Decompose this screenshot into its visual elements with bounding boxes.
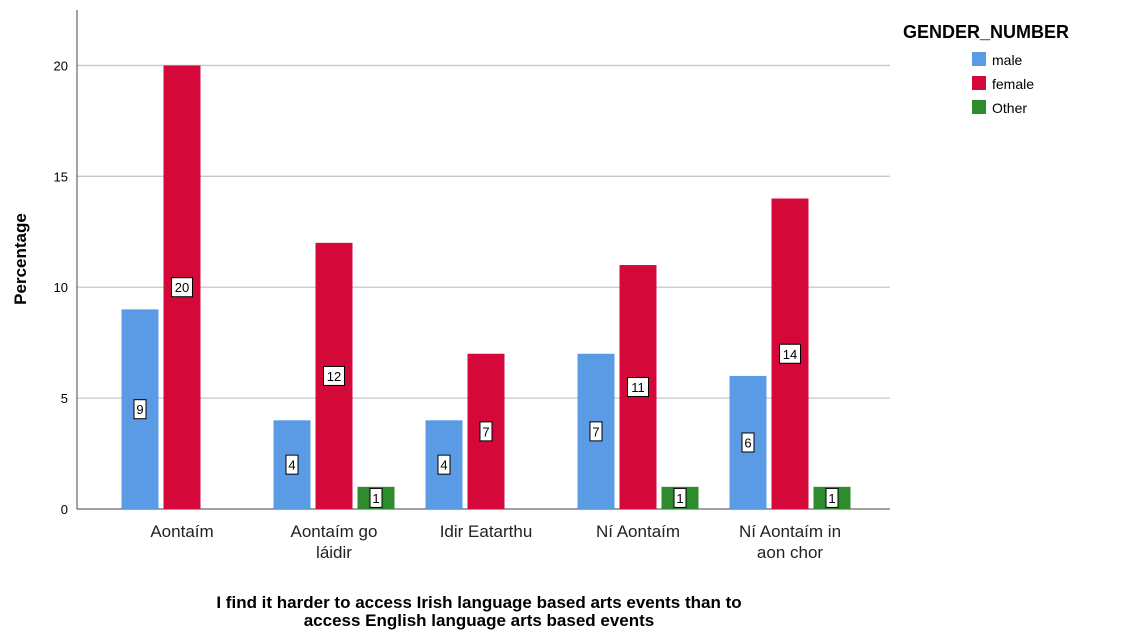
data-label-text: 6	[744, 435, 751, 450]
data-label-box	[285, 454, 299, 475]
legend: GENDER_NUMBER male female Other	[903, 22, 1069, 116]
data-label: 14	[779, 343, 801, 364]
data-label: 12	[323, 365, 345, 386]
legend-label-other: Other	[992, 100, 1027, 116]
data-label: 11	[627, 377, 649, 398]
data-label-box	[171, 277, 193, 298]
data-label-text: 7	[592, 424, 599, 439]
x-tick-label: Ní Aontaím in aon chor	[739, 522, 841, 562]
legend-title: GENDER_NUMBER	[903, 22, 1069, 42]
data-label: 6	[741, 432, 755, 453]
data-label-box	[825, 487, 839, 508]
y-tick-label: 5	[61, 391, 68, 406]
data-label-text: 9	[136, 402, 143, 417]
data-label: 9	[133, 399, 147, 420]
legend-label-male: male	[992, 52, 1023, 68]
data-label-box	[779, 343, 801, 364]
data-label-text: 11	[631, 380, 645, 395]
data-label-box	[133, 399, 147, 420]
data-label-box	[673, 487, 687, 508]
y-axis-label: Percentage	[11, 213, 30, 305]
data-label-text: 4	[288, 458, 295, 473]
data-label-text: 12	[327, 369, 341, 384]
data-label-box	[437, 454, 451, 475]
data-label: 4	[285, 454, 299, 475]
data-label-box	[479, 421, 493, 442]
data-label-text: 1	[676, 491, 683, 506]
x-axis-label: I find it harder to access Irish languag…	[216, 593, 741, 630]
data-label: 1	[673, 487, 687, 508]
data-label-box	[323, 365, 345, 386]
x-tick-label: Aontaím	[150, 522, 213, 541]
data-label: 1	[369, 487, 383, 508]
data-label-box	[589, 421, 603, 442]
x-tick-label: Ní Aontaím	[596, 522, 680, 541]
category-labels: Aontaím Aontaím go láidir Idir Eatarthu Ní A…	[150, 522, 841, 562]
data-label-text: 20	[175, 280, 189, 295]
data-label-box	[741, 432, 755, 453]
data-label-text: 1	[372, 491, 379, 506]
data-label: 20	[171, 277, 193, 298]
y-tick-label: 0	[61, 502, 68, 517]
legend-swatch-other	[972, 100, 986, 114]
data-label-text: 14	[783, 347, 797, 362]
data-label-box	[369, 487, 383, 508]
y-tick-label: 10	[54, 280, 68, 295]
legend-swatch-female	[972, 76, 986, 90]
data-label-text: 7	[482, 424, 489, 439]
x-tick-label: Idir Eatarthu	[440, 522, 533, 541]
legend-swatch-male	[972, 52, 986, 66]
bars	[121, 65, 851, 509]
data-label: 1	[825, 487, 839, 508]
y-tick-label: 15	[54, 169, 68, 184]
data-label: 4	[437, 454, 451, 475]
data-label-box	[627, 377, 649, 398]
data-label-text: 1	[828, 491, 835, 506]
data-label: 7	[479, 421, 493, 442]
data-label: 7	[589, 421, 603, 442]
y-tick-label: 20	[54, 58, 68, 73]
data-label-text: 4	[440, 458, 447, 473]
legend-label-female: female	[992, 76, 1034, 92]
x-tick-label: Aontaím go láidir	[291, 522, 378, 562]
